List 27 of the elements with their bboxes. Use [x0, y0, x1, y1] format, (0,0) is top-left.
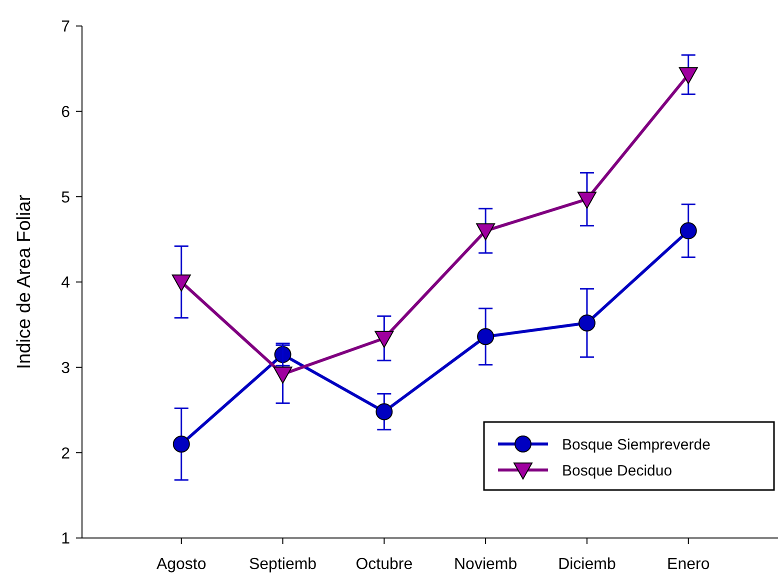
legend-label: Bosque Deciduo — [562, 462, 672, 480]
y-tick-label: 2 — [61, 445, 70, 462]
point — [172, 436, 190, 453]
legend-label: Bosque Siempreverde — [562, 436, 710, 454]
point — [172, 274, 191, 292]
point — [374, 330, 394, 348]
y-tick-label: 1 — [61, 530, 70, 548]
point — [477, 328, 494, 346]
x-tick-label: Diciemb — [558, 556, 616, 573]
x-tick-label: Agosto — [156, 556, 206, 573]
y-tick-label: 7 — [61, 18, 70, 36]
point — [476, 223, 496, 240]
point — [678, 67, 698, 84]
y-tick-label: 4 — [61, 274, 70, 292]
y-tick-label: 5 — [61, 189, 70, 206]
x-tick-label: Enero — [667, 556, 710, 573]
y-tick-label: 6 — [61, 104, 70, 121]
point — [577, 192, 596, 209]
point — [376, 403, 393, 420]
y-tick-label: 3 — [61, 360, 70, 377]
y-axis-title: Indice de Area Foliar — [14, 194, 35, 370]
point — [273, 366, 292, 384]
point — [578, 314, 596, 332]
x-tick-label: Septiemb — [248, 556, 317, 573]
x-tick-label: Noviemb — [454, 556, 518, 573]
point — [680, 222, 697, 240]
x-tick-label: Octubre — [356, 556, 413, 573]
